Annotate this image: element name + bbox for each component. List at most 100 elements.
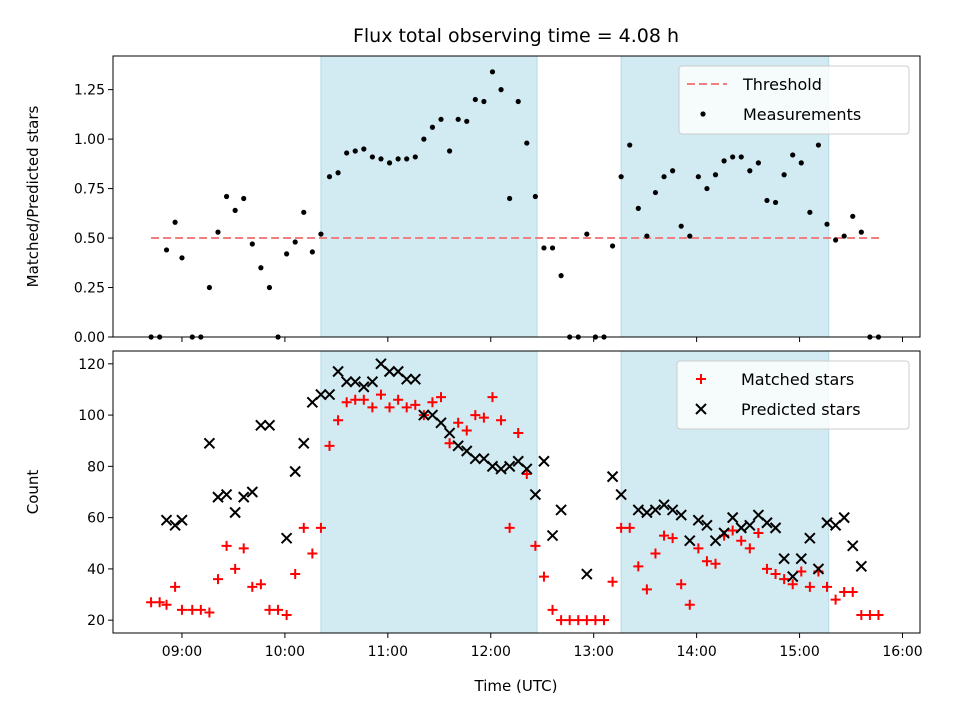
predicted-star-point <box>366 376 379 388</box>
measurement-point <box>344 150 350 156</box>
matched-star-point <box>839 586 850 597</box>
predicted-star-point <box>298 437 310 449</box>
ratio-panel: 0.00 0.25 0.50 0.75 1.00 1.25 Matched/Predicte… <box>24 55 921 346</box>
matched-star-point <box>556 615 567 626</box>
matched-star-point <box>187 604 198 615</box>
predicted-star-point <box>606 470 619 483</box>
predicted-star-point <box>176 514 188 526</box>
measurement-point <box>652 189 659 196</box>
legend: Threshold Measurements <box>678 65 910 135</box>
predicted-star-point <box>469 452 482 465</box>
predicted-star-point <box>761 517 773 529</box>
predicted-star-point <box>581 568 593 580</box>
matched-star-point <box>847 586 858 597</box>
measurement-point <box>609 243 616 249</box>
matched-star-point <box>547 604 558 615</box>
measurement-point <box>832 237 839 243</box>
matched-star-point <box>221 540 232 551</box>
predicted-star-point <box>289 465 301 478</box>
predicted-star-point <box>383 365 396 378</box>
matched-star-point <box>633 561 644 572</box>
measurement-point <box>284 251 290 257</box>
predicted-star-point <box>315 388 327 401</box>
predicted-star-point <box>503 460 516 473</box>
predicted-star-point <box>726 511 739 524</box>
matched-star-point <box>804 581 815 592</box>
predicted-star-point <box>615 488 627 501</box>
y-tick-label: 120 <box>78 357 105 373</box>
measurement-point <box>755 160 761 166</box>
chart-title: Flux total observing time = 4.08 h <box>353 25 679 47</box>
predicted-star-point <box>786 570 799 583</box>
matched-star-point <box>487 392 498 403</box>
predicted-star-point <box>418 409 430 421</box>
matched-star-point <box>375 389 386 400</box>
predicted-star-point <box>238 491 250 503</box>
legend: Matched stars Predicted stars <box>676 360 910 430</box>
measurement-point <box>386 160 393 166</box>
measurement-point <box>815 142 822 148</box>
predicted-star-point <box>546 529 559 542</box>
matched-star-point <box>727 525 738 536</box>
axes-frame <box>112 350 921 634</box>
matched-star-point <box>667 533 678 544</box>
measurement-point <box>429 124 436 130</box>
matched-star-point <box>195 604 206 615</box>
measurement-point <box>549 245 556 251</box>
measurement-point <box>232 207 238 213</box>
x-tick-label: 15:00 <box>779 644 819 660</box>
predicted-star-point <box>632 504 645 516</box>
matched-star-point <box>856 610 867 621</box>
measurement-point <box>807 209 813 215</box>
measurement-point <box>335 170 341 176</box>
matched-star-point <box>581 615 592 626</box>
measurement-point <box>215 229 221 235</box>
y-tick-label: 40 <box>87 562 105 578</box>
matched-star-point <box>779 574 790 585</box>
predicted-star-point <box>495 463 507 475</box>
matched-star-point <box>822 581 833 592</box>
measurement-point <box>772 199 779 206</box>
legend-label: Threshold <box>742 75 822 94</box>
measurement-point <box>764 197 770 204</box>
predicted-star-point <box>744 519 756 532</box>
predicted-star-point <box>203 437 216 449</box>
matched-star-point <box>255 579 266 590</box>
matched-star-point <box>264 604 275 615</box>
predicted-star-point <box>555 504 567 516</box>
matched-star-point <box>161 599 172 610</box>
measurement-point <box>541 245 547 251</box>
measurement-point <box>395 156 401 162</box>
y-tick-label: 0.75 <box>74 182 105 198</box>
matched-star-point <box>736 535 747 546</box>
matched-star-point <box>281 610 292 621</box>
legend-box <box>678 65 910 135</box>
matched-star-point <box>333 415 344 426</box>
predicted-star-point <box>778 552 790 565</box>
measurement-point <box>498 87 504 93</box>
x-tick-label: 11:00 <box>368 644 408 660</box>
predicted-star-point <box>332 365 344 378</box>
matched-star-point <box>324 440 335 451</box>
matched-star-point <box>298 522 309 533</box>
measurement-point <box>446 148 453 154</box>
count-panel: 20 40 60 80 100 120 09:00 10:00 11:00 12:00 13:00 1… <box>24 350 923 660</box>
matched-star-point <box>659 530 670 541</box>
predicted-star-point <box>735 522 747 534</box>
matched-star-point <box>624 522 635 533</box>
matched-star-point <box>573 615 584 626</box>
matched-star-point <box>641 584 652 595</box>
measurement-point <box>172 219 178 225</box>
measurement-point <box>618 174 624 180</box>
measurement-point <box>326 174 333 180</box>
matched-star-point <box>315 522 326 533</box>
matched-star-point <box>478 412 489 423</box>
measurement-point <box>241 195 247 202</box>
y-tick-label: 0.25 <box>74 281 105 297</box>
y-tick-label: 20 <box>87 613 105 629</box>
y-axis-label: Count <box>24 470 42 515</box>
legend-swatch-predicted <box>695 403 707 415</box>
predicted-star-point <box>255 419 267 432</box>
measurement-point <box>515 98 521 105</box>
